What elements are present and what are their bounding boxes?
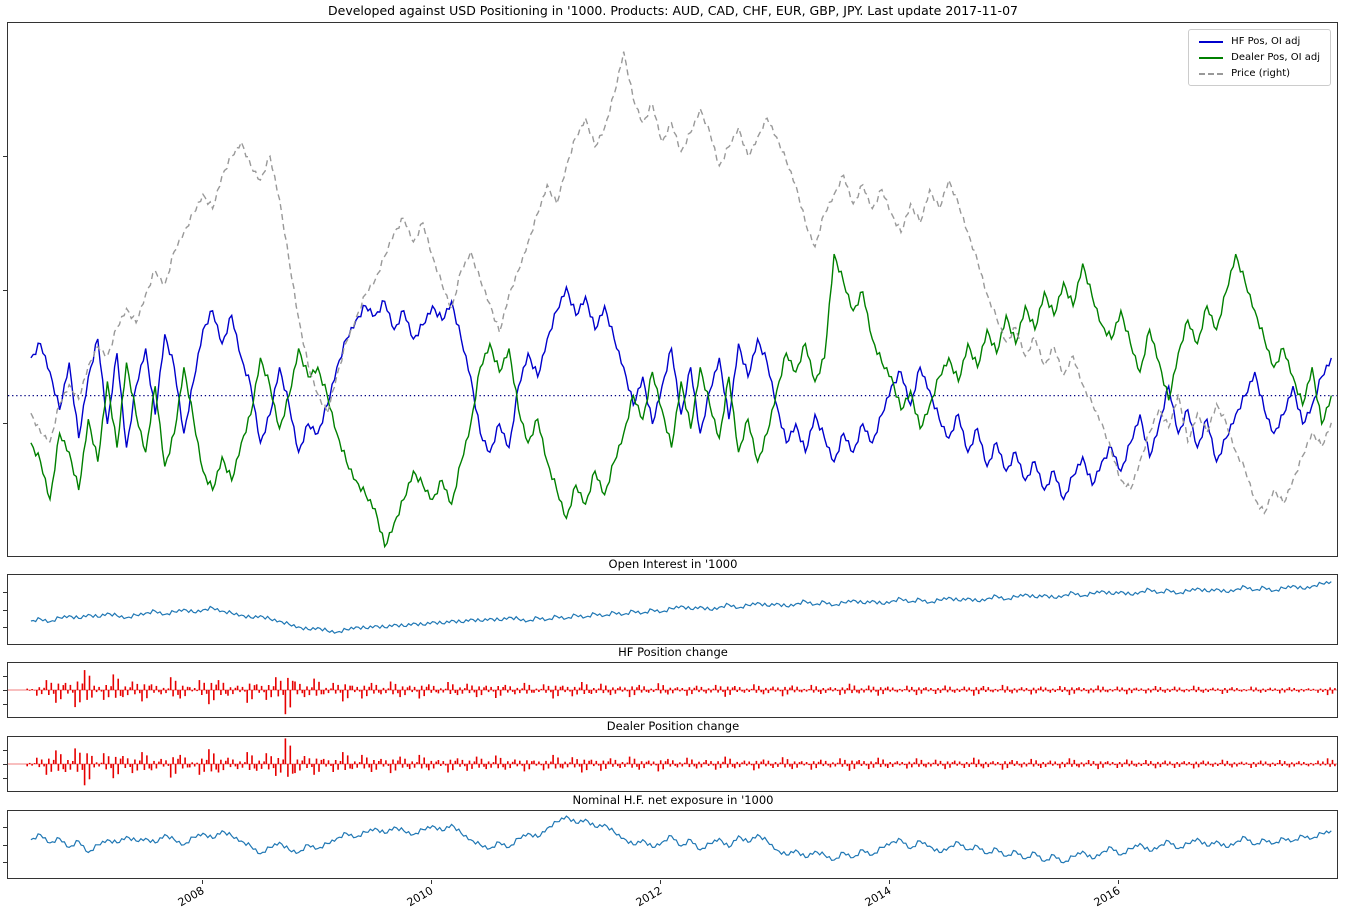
x-tick-label: 2016 [1091,884,1123,910]
legend-label: Price (right) [1231,68,1291,79]
y-tick-mark [3,862,7,863]
hf-change-title: HF Position change [618,645,728,659]
y-tick-mark [3,627,7,628]
x-tick-mark [1118,880,1119,884]
x-tick-mark [202,880,203,884]
legend-line-sample [1199,72,1224,75]
legend-label: Dealer Pos, OI adj [1231,52,1320,63]
open-interest-title: Open Interest in '1000 [608,557,738,571]
y-tick-mark [3,290,7,291]
dealer-change-panel [7,736,1338,792]
net-exposure-title: Nominal H.F. net exposure in '1000 [572,793,774,807]
dealer-change-plot [8,738,1337,786]
x-tick-mark [431,880,432,884]
y-tick-mark [3,156,7,157]
legend: HF Pos, OI adj Dealer Pos, OI adj Price (r… [1188,29,1331,86]
y-tick-mark [3,690,7,691]
dealer-change-title: Dealer Position change [606,719,740,733]
chart-title: Developed against USD Positioning in '10… [328,3,1018,18]
x-tick-mark [889,880,890,884]
main-plot [8,51,1337,549]
y-tick-mark [3,676,7,677]
legend-line-sample [1199,56,1224,59]
y-tick-mark [3,423,7,424]
y-tick-mark [3,592,7,593]
y-tick-mark [3,704,7,705]
legend-item: Dealer Pos, OI adj [1199,52,1320,63]
x-tick-label: 2010 [404,884,436,910]
x-tick-label: 2014 [862,884,894,910]
open-interest-plot [30,580,1332,634]
legend-item: Price (right) [1199,68,1320,79]
y-tick-mark [3,750,7,751]
x-tick-mark [660,880,661,884]
hf-change-plot [8,670,1337,715]
legend-item: HF Pos, OI adj [1199,36,1320,47]
net-exposure-panel [7,810,1338,879]
y-tick-mark [3,778,7,779]
y-tick-mark [3,827,7,828]
open-interest-panel [7,574,1338,645]
y-tick-mark [3,764,7,765]
y-tick-mark [3,845,7,846]
main-panel: HF Pos, OI adj Dealer Pos, OI adj Price (r… [7,22,1338,557]
x-tick-label: 2012 [633,884,665,910]
net-exposure-plot [30,815,1332,864]
hf-change-panel [7,662,1338,718]
legend-line-sample [1199,40,1224,43]
y-tick-mark [3,610,7,611]
x-tick-label: 2008 [175,884,207,910]
legend-label: HF Pos, OI adj [1231,36,1301,47]
